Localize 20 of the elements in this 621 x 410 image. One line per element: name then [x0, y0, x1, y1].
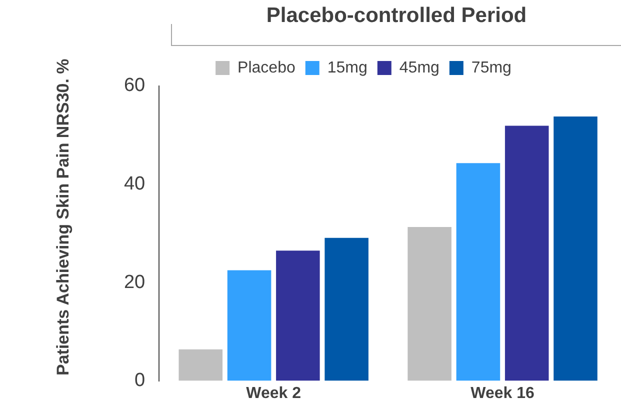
y-axis-title: Patients Achieving Skin Pain NRS30. % [53, 58, 73, 375]
legend-label: 45mg [399, 59, 440, 76]
bar [227, 270, 272, 381]
x-tick-label: Week 2 [246, 384, 302, 402]
y-tick-label: 40 [124, 174, 146, 194]
chart-title: Placebo-controlled Period [265, 4, 528, 28]
bar [324, 238, 368, 381]
x-tick-label: Week 16 [470, 384, 535, 402]
legend-label: 15mg [327, 59, 368, 76]
y-tick-label: 20 [124, 272, 146, 293]
legend-label: Placebo [238, 59, 296, 76]
bar [456, 163, 500, 381]
bar [178, 349, 223, 381]
y-tick-label: 0 [134, 370, 146, 392]
bar [554, 116, 598, 381]
bar [408, 227, 452, 381]
legend-label: 75mg [471, 59, 512, 76]
y-tick-label: 60 [124, 75, 146, 96]
bar [276, 250, 320, 381]
bar [504, 126, 549, 381]
